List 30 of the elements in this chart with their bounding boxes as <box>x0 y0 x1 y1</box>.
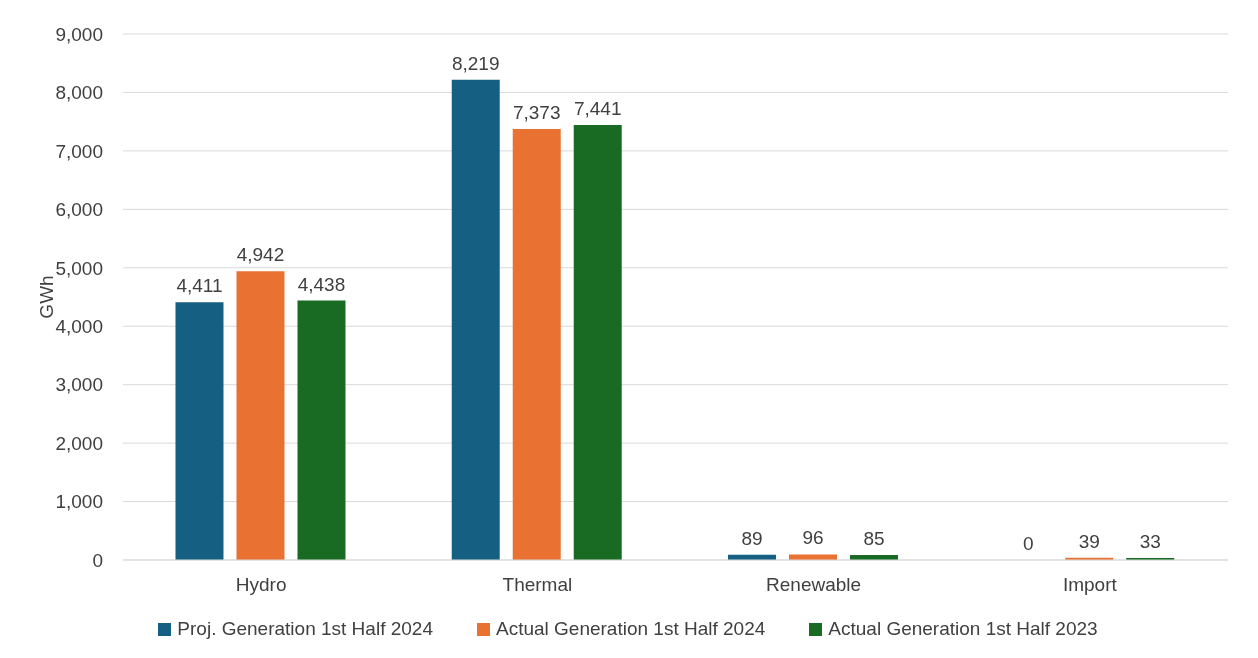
y-tick-label: 1,000 <box>55 491 103 513</box>
data-label: 7,373 <box>512 102 561 124</box>
data-label: 89 <box>741 527 763 549</box>
x-tick-label: Renewable <box>766 574 862 596</box>
y-axis-title: GWh <box>35 275 57 319</box>
x-tick-label: Import <box>1062 574 1118 596</box>
y-tick-label: 4,000 <box>55 315 103 337</box>
x-tick-label: Thermal <box>502 574 573 596</box>
y-tick-label: 3,000 <box>55 374 103 396</box>
y-tick-label: 0 <box>92 549 103 571</box>
y-tick-label: 7,000 <box>55 140 103 162</box>
y-tick-label: 8,000 <box>55 82 103 104</box>
data-label: 4,942 <box>236 244 285 266</box>
data-label: 8,219 <box>451 52 500 74</box>
data-label: 0 <box>1022 532 1034 554</box>
data-label: 4,411 <box>176 275 223 297</box>
legend-label: Actual Generation 1st Half 2023 <box>828 618 1098 640</box>
y-tick-label: 6,000 <box>55 199 103 221</box>
y-tick-label: 2,000 <box>55 432 103 454</box>
data-label: 7,441 <box>573 98 622 120</box>
y-tick-label: 9,000 <box>55 23 103 45</box>
data-label: 85 <box>863 528 885 550</box>
legend-label: Actual Generation 1st Half 2024 <box>495 618 766 640</box>
data-label: 4,438 <box>297 273 346 295</box>
data-label: 39 <box>1078 530 1100 552</box>
y-tick-label: 5,000 <box>55 257 103 279</box>
x-tick-label: Hydro <box>235 574 287 596</box>
data-label: 96 <box>802 527 824 549</box>
data-label: 33 <box>1139 531 1161 553</box>
legend-label: Proj. Generation 1st Half 2024 <box>177 618 433 640</box>
